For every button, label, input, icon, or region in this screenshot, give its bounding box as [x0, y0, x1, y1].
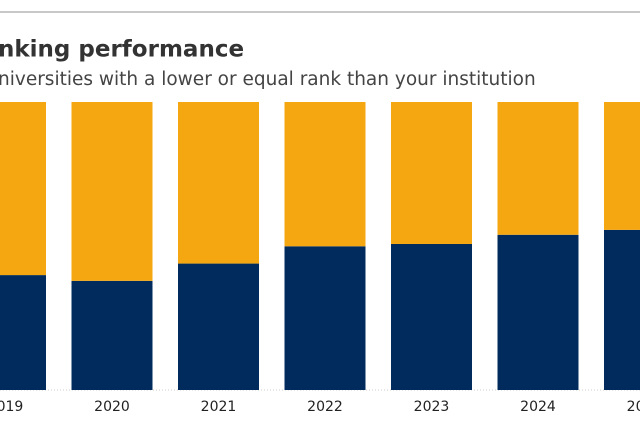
- bar-segment: [0, 102, 46, 276]
- bar-segment: [284, 246, 366, 390]
- chart-title: nking performance: [0, 37, 244, 63]
- bar-segment: [178, 102, 259, 264]
- x-tick-label: 2021: [201, 399, 237, 415]
- bar-segment: [284, 102, 366, 247]
- bar-segment: [71, 102, 153, 281]
- x-tick-label: 2024: [520, 399, 556, 415]
- bar-segment: [391, 102, 472, 244]
- x-tick-label: 2022: [307, 399, 343, 415]
- bar-segment: [391, 243, 472, 390]
- bar-segment: [497, 102, 579, 235]
- bar-segment: [497, 234, 579, 390]
- bar-segment: [604, 229, 640, 390]
- x-tick-label: 2019: [0, 399, 23, 415]
- bar-segment: [71, 280, 153, 390]
- x-tick-label: 2023: [414, 399, 450, 415]
- bar-segment: [604, 102, 640, 230]
- bar-segment: [178, 263, 259, 390]
- chart-subtitle: niversities with a lower or equal rank t…: [0, 69, 536, 90]
- x-tick-label: 2020: [94, 399, 130, 415]
- bar-segment: [0, 275, 46, 390]
- x-tick-label: 2025: [627, 399, 640, 415]
